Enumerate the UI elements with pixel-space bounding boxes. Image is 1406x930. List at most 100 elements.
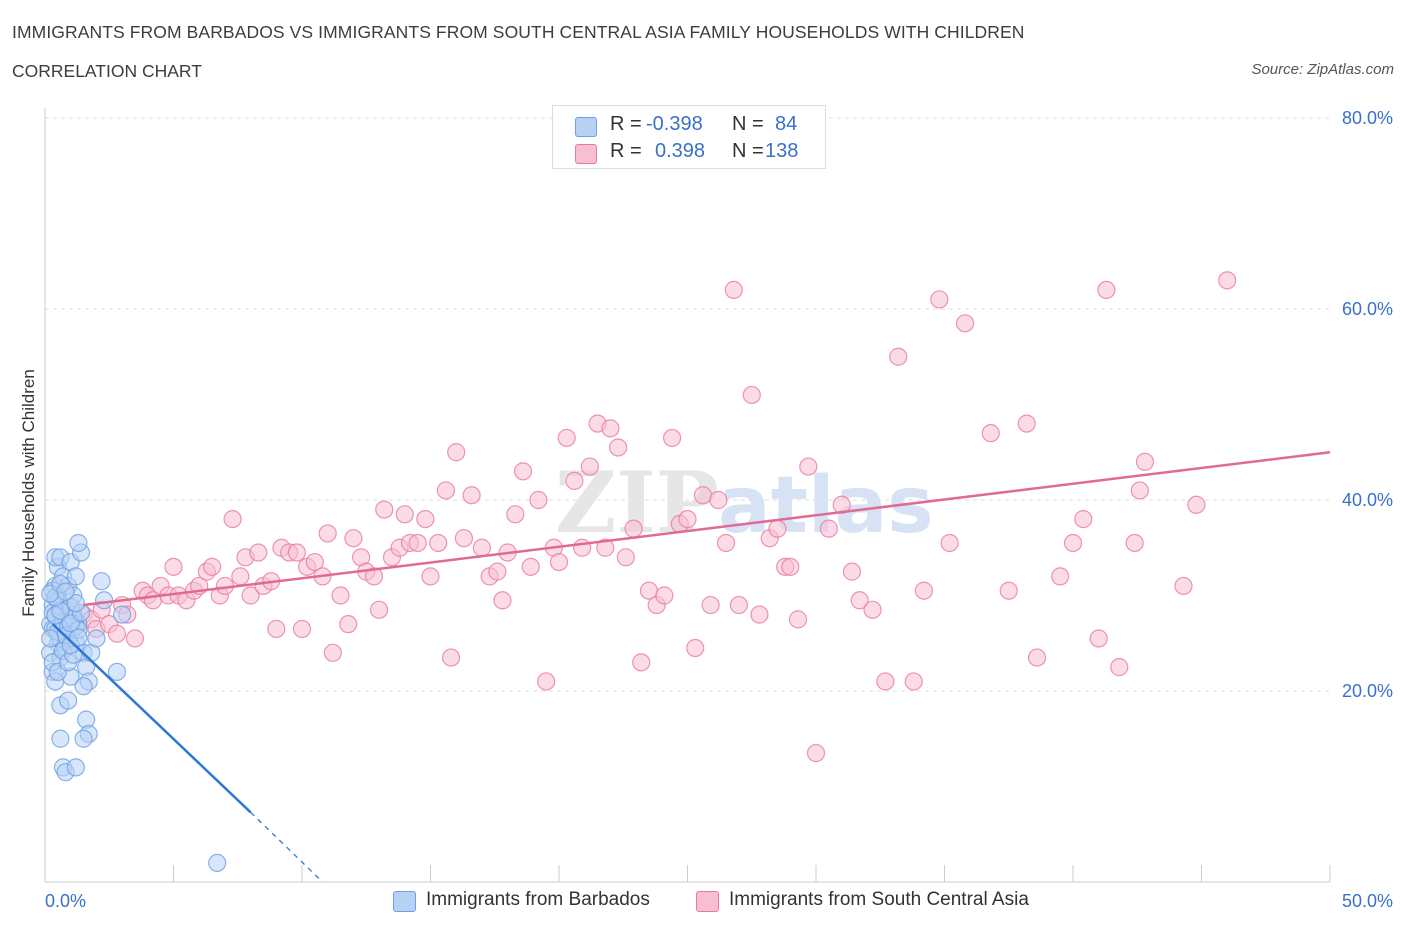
axes: [44, 108, 1331, 883]
legend-swatch-blue: [575, 117, 597, 137]
data-point: [74, 729, 93, 748]
data-point: [231, 567, 250, 586]
data-point: [624, 519, 643, 538]
series-barbados: [41, 533, 227, 873]
data-point: [709, 490, 728, 510]
data-point: [323, 643, 342, 662]
data-point: [1063, 533, 1083, 553]
data-point: [69, 628, 88, 647]
data-point: [441, 648, 461, 667]
data-point: [447, 443, 466, 462]
data-point: [202, 557, 222, 576]
data-point: [850, 591, 869, 610]
chart-subtitle: CORRELATION CHART: [12, 61, 202, 81]
data-point: [488, 562, 507, 581]
data-point: [842, 562, 862, 581]
data-point: [1130, 481, 1149, 500]
data-point: [537, 672, 556, 691]
data-point: [573, 538, 592, 557]
legend-n-value: 84: [775, 113, 798, 135]
data-point: [601, 419, 620, 438]
data-point: [1051, 567, 1070, 586]
data-point: [529, 490, 548, 510]
bottom-legend-label: Immigrants from South Central Asia: [729, 889, 1029, 910]
data-point: [92, 572, 111, 591]
data-point: [686, 638, 705, 658]
data-point: [580, 457, 599, 476]
data-point: [678, 509, 697, 529]
trend-line-south-central-asia: [83, 451, 1331, 607]
legend-n-label: N =: [732, 140, 764, 162]
data-point: [781, 557, 800, 576]
data-point: [914, 581, 934, 600]
data-point: [863, 600, 882, 619]
data-point: [267, 619, 286, 639]
data-point: [436, 481, 456, 500]
data-point: [750, 605, 769, 624]
data-point: [701, 595, 720, 615]
y-tick-label: 40.0%: [1342, 490, 1393, 510]
data-point: [609, 438, 628, 457]
data-point: [616, 548, 635, 567]
x-tick-label-max: 50.0%: [1342, 891, 1393, 911]
data-point: [506, 505, 525, 524]
y-axis-label: Family Households with Children: [19, 369, 38, 617]
data-point: [1125, 533, 1144, 553]
data-point: [125, 629, 145, 648]
tick-labels: 20.0% 40.0% 60.0% 80.0% 0.0% 50.0%: [45, 108, 1393, 911]
data-point: [1097, 280, 1116, 299]
data-point: [421, 567, 440, 586]
data-point: [1017, 414, 1036, 433]
data-point: [1218, 271, 1237, 290]
legend-r-value: 0.398: [655, 140, 706, 162]
data-point: [416, 509, 435, 529]
y-tick-label: 60.0%: [1342, 299, 1393, 319]
data-point: [69, 533, 88, 553]
data-point: [287, 543, 306, 562]
bottom-legend-swatch-blue: [393, 891, 416, 912]
data-point: [1174, 576, 1193, 596]
data-point: [1187, 495, 1206, 514]
series-south-central-asia: [66, 271, 1237, 763]
data-point: [724, 280, 743, 299]
data-point: [1110, 658, 1129, 677]
data-point: [693, 486, 713, 505]
data-point: [549, 552, 569, 572]
data-point: [331, 586, 350, 605]
legend-swatch-pink: [575, 144, 597, 164]
data-point: [74, 677, 93, 696]
trend-line-barbados-extension: [250, 811, 324, 883]
data-point: [107, 662, 127, 682]
data-point: [655, 586, 674, 605]
data-point: [462, 486, 481, 505]
data-point: [208, 853, 227, 873]
data-point: [87, 629, 106, 648]
data-point: [999, 581, 1018, 600]
data-point: [768, 519, 787, 538]
data-point: [305, 552, 324, 572]
trend-lines: [51, 451, 1331, 883]
source-label: Source: ZipAtlas.com: [1251, 61, 1394, 78]
legend-r-label: R =: [610, 140, 642, 162]
data-point: [292, 619, 312, 639]
legend-n-value: 138: [765, 140, 799, 162]
data-point: [889, 347, 908, 366]
data-point: [742, 385, 761, 405]
data-point: [955, 314, 975, 333]
data-point: [565, 471, 584, 490]
data-point: [41, 629, 60, 648]
legend-n-label: N =: [732, 113, 764, 135]
watermark: ZIP atlas: [555, 453, 934, 552]
data-point: [940, 533, 959, 553]
data-point: [454, 529, 474, 548]
data-point: [344, 529, 363, 548]
data-point: [223, 509, 242, 529]
data-point: [318, 524, 337, 543]
data-point: [729, 595, 749, 615]
data-point: [107, 624, 127, 643]
data-point: [370, 600, 389, 619]
data-point: [513, 462, 533, 481]
data-point: [408, 533, 427, 553]
data-point: [557, 428, 576, 448]
